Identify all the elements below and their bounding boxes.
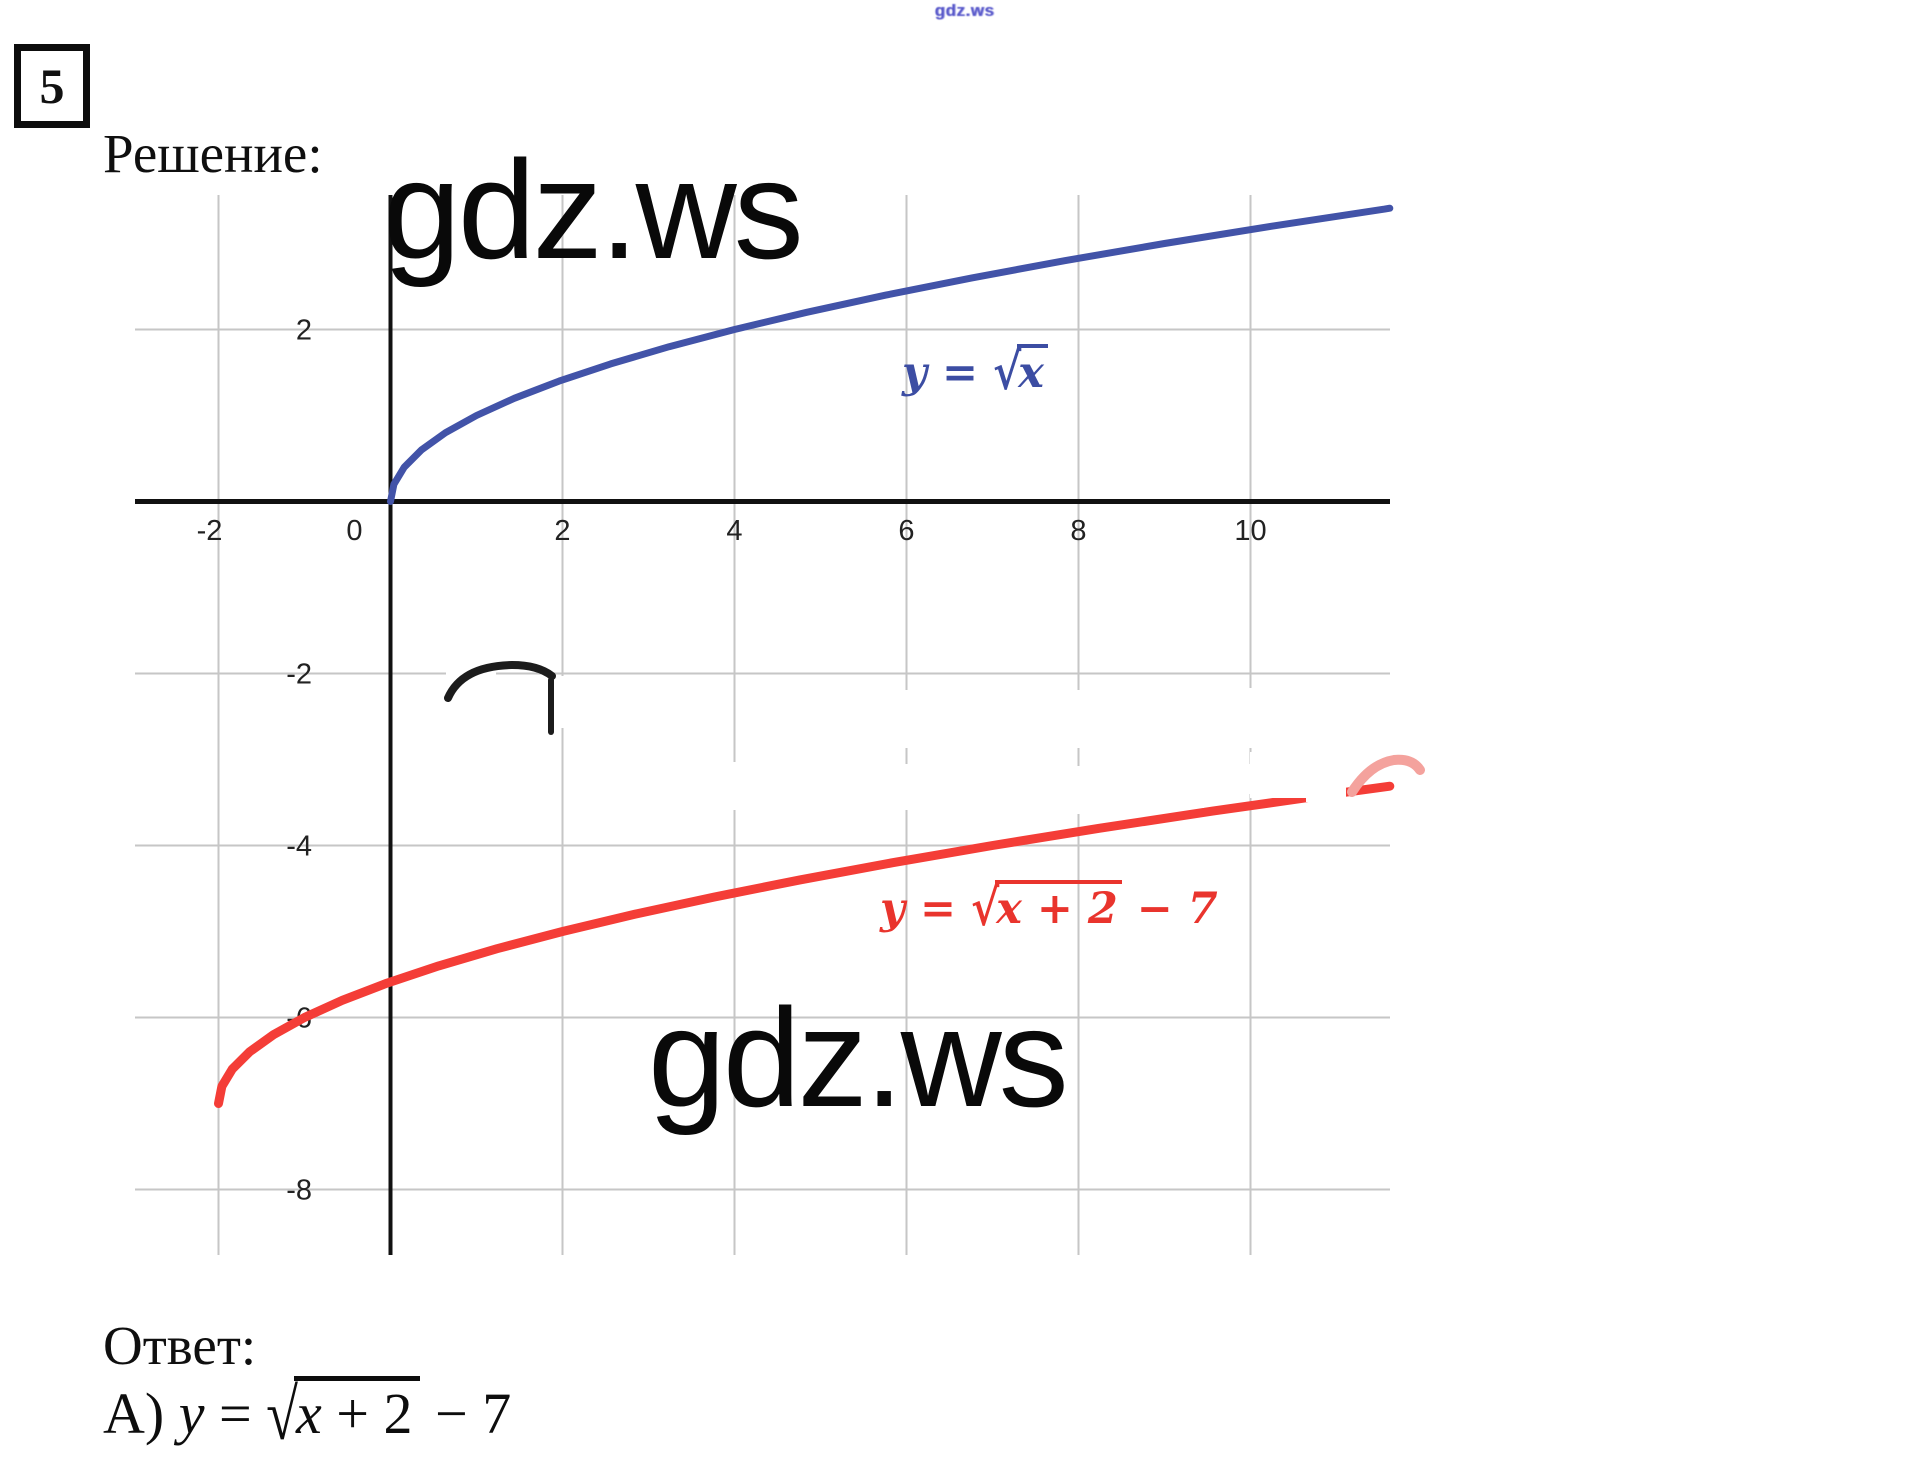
y-tick-label: -4	[286, 831, 312, 863]
erasure-patch	[901, 764, 913, 810]
answer-tail: − 7	[434, 1381, 512, 1446]
erasure-patch	[1245, 688, 1257, 748]
label-eq: =	[941, 348, 979, 398]
curve-sqrt-x-plus-2-minus-7	[214, 781, 1395, 1108]
x-tick-label: -2	[197, 515, 223, 547]
site-watermark-large-top: gdz.ws	[383, 131, 804, 288]
site-watermark-large-bottom: gdz.ws	[648, 979, 1069, 1136]
site-watermark-small: gdz.ws	[934, 1, 995, 20]
watermark-fragment	[444, 660, 556, 702]
label-lhs: y	[902, 348, 927, 398]
x-tick-label: 6	[898, 515, 914, 547]
curve-label-sqrt-x: y = √x	[902, 344, 1048, 402]
radicand: x + 2	[294, 1376, 421, 1446]
x-tick-label: 2	[554, 515, 570, 547]
label-tail: − 7	[1136, 884, 1218, 934]
x-tick-label: 0	[346, 515, 362, 547]
answer-formula: А) y = √x + 2 − 7	[103, 1374, 512, 1455]
x-tick-label: 10	[1234, 515, 1266, 547]
radicand: x + 2	[995, 880, 1122, 934]
x-tick-label: 8	[1070, 515, 1086, 547]
erasure-patch	[1073, 690, 1085, 748]
erasure-patch	[1250, 752, 1314, 798]
erasure-patch	[1306, 762, 1346, 802]
erasure-patch	[729, 762, 741, 810]
y-tick-label: 2	[296, 315, 312, 347]
curve-label-sqrt-x-plus-2-minus-7: y = √x + 2 − 7	[880, 880, 1218, 938]
y-tick-label: -2	[286, 659, 312, 691]
erasure-patch	[1146, 762, 1204, 808]
erasure-patch	[901, 690, 913, 748]
x-tick-label: 4	[726, 515, 742, 547]
answer-heading: Ответ:	[103, 1315, 257, 1376]
erasure-patch	[1073, 766, 1085, 814]
answer-eq: =	[218, 1381, 252, 1446]
solution-heading: Решение:	[103, 123, 323, 184]
watermark-erasure	[444, 660, 1425, 814]
radicand: x	[1017, 344, 1048, 398]
radical-sign: √	[993, 344, 1022, 402]
label-eq: =	[919, 884, 957, 934]
curve-sqrt-x	[387, 204, 1394, 505]
y-tick-label: -8	[286, 1175, 312, 1207]
radical-sign: √	[266, 1374, 299, 1456]
erasure-patch	[557, 676, 569, 728]
answer-lhs: y	[178, 1381, 205, 1446]
problem-number-box: 5	[14, 44, 90, 128]
label-lhs: y	[880, 884, 905, 934]
answer-prefix: А)	[103, 1381, 165, 1446]
problem-number: 5	[39, 58, 65, 114]
radical-sign: √	[971, 880, 1000, 938]
watermark-fragment-pink	[1347, 754, 1425, 797]
